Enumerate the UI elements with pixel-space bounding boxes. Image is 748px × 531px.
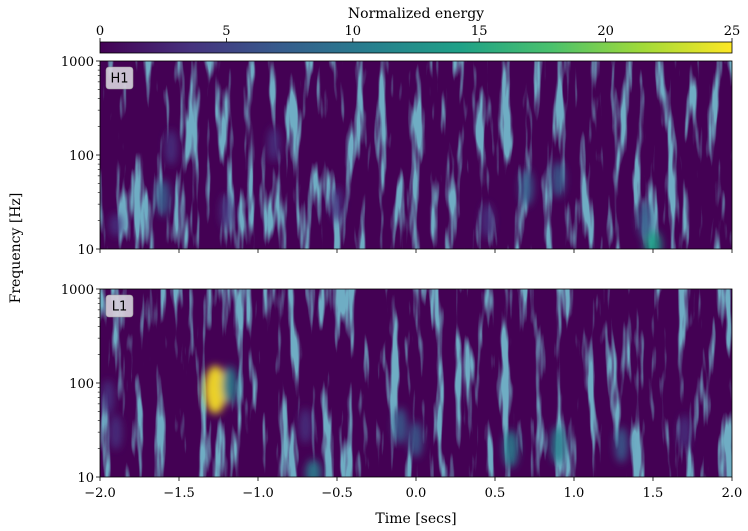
colorbar-tick-label: 15 bbox=[471, 24, 488, 39]
colorbar-bar bbox=[99, 41, 733, 54]
h1-tag-label: H1 bbox=[110, 72, 128, 87]
h1-x-tick-marks bbox=[99, 249, 733, 253]
energy-hotspot bbox=[299, 408, 312, 444]
x-axis-label: Time [secs] bbox=[375, 511, 456, 527]
energy-hotspot bbox=[222, 365, 237, 405]
colorbar-tick-label: 10 bbox=[345, 24, 362, 39]
l1-energy-spots bbox=[101, 365, 691, 477]
x-tick-label: −1.5 bbox=[163, 486, 195, 501]
panel-h1: H1 10 100 1000 bbox=[61, 55, 733, 258]
energy-hotspot bbox=[204, 365, 227, 414]
x-tick-label: 2.0 bbox=[722, 486, 743, 501]
colorbar-tick-label: 0 bbox=[96, 24, 104, 39]
energy-hotspot bbox=[678, 414, 691, 450]
panel-l1: L1 10 100 1000 −2.0 −1.5 −1.0 −0.5 0.0 0.5 1.0 1.… bbox=[61, 283, 742, 501]
colorbar-tick-label: 25 bbox=[724, 24, 741, 39]
x-tick-label: −0.5 bbox=[321, 486, 353, 501]
h1-y-ticks: 10 100 1000 bbox=[61, 55, 100, 258]
x-tick-label: 1.0 bbox=[564, 486, 585, 501]
energy-hotspot bbox=[156, 179, 170, 217]
y-tick-label: 10 bbox=[77, 243, 94, 258]
energy-hotspot bbox=[551, 425, 566, 464]
energy-hotspot bbox=[101, 379, 115, 416]
x-tick-label: −1.0 bbox=[242, 486, 274, 501]
colorbar-label: Normalized energy bbox=[348, 6, 484, 22]
y-tick-label: 100 bbox=[69, 377, 94, 392]
energy-hotspot bbox=[330, 186, 344, 222]
energy-hotspot bbox=[267, 127, 280, 162]
y-tick-label: 1000 bbox=[61, 283, 94, 298]
colorbar-tick-label: 5 bbox=[222, 24, 230, 39]
l1-tag-box bbox=[105, 294, 134, 318]
h1-noise-texture bbox=[100, 61, 732, 249]
l1-x-ticks: −2.0 −1.5 −1.0 −0.5 0.0 0.5 1.0 1.5 2.0 bbox=[84, 477, 742, 501]
colorbar-ticks: 0 5 10 15 20 25 bbox=[96, 24, 740, 42]
x-tick-label: 0.5 bbox=[485, 486, 506, 501]
y-tick-label: 10 bbox=[77, 471, 94, 486]
energy-hotspot bbox=[551, 161, 565, 198]
energy-hotspot bbox=[638, 202, 653, 240]
energy-hotspot bbox=[305, 459, 321, 477]
y-tick-label: 100 bbox=[69, 149, 94, 164]
energy-hotspot bbox=[109, 213, 123, 237]
l1-y-ticks: 10 100 1000 bbox=[61, 283, 100, 486]
energy-hotspot bbox=[220, 193, 233, 230]
colorbar-tick-label: 20 bbox=[597, 24, 614, 39]
y-axis-label: Frequency [Hz] bbox=[8, 193, 24, 304]
energy-hotspot bbox=[109, 414, 123, 450]
energy-hotspot bbox=[614, 426, 628, 463]
x-tick-label: 1.5 bbox=[643, 486, 664, 501]
x-tick-label: 0.0 bbox=[406, 486, 427, 501]
energy-hotspot bbox=[519, 169, 534, 206]
energy-hotspot bbox=[409, 421, 423, 458]
energy-hotspot bbox=[503, 429, 518, 468]
energy-hotspot bbox=[164, 129, 178, 166]
y-tick-label: 1000 bbox=[61, 55, 94, 70]
x-tick-label: −2.0 bbox=[84, 486, 116, 501]
energy-hotspot bbox=[393, 407, 407, 445]
h1-energy-spots bbox=[109, 127, 662, 249]
colorbar: Normalized energy 0 5 10 15 20 25 bbox=[96, 6, 740, 54]
l1-tag-label: L1 bbox=[112, 300, 128, 315]
h1-tag-box bbox=[105, 66, 134, 90]
energy-hotspot bbox=[480, 203, 494, 239]
